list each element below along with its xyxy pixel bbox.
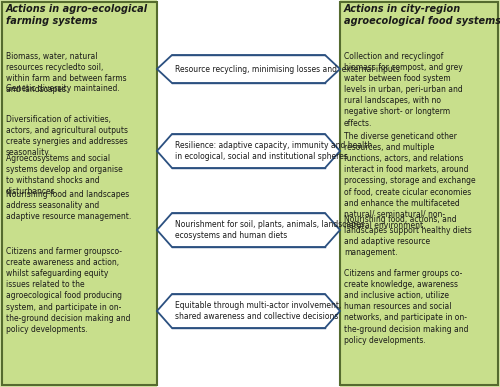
Bar	[340, 2, 498, 385]
Text: Nourishment for soil, plants, animals, landscapes,
ecosystems and human diets: Nourishment for soil, plants, animals, l…	[175, 220, 367, 240]
Text: Citizens and farmer groupsco-
create awareness and action,
whilst safeguarding e: Citizens and farmer groupsco- create awa…	[6, 247, 130, 334]
Polygon shape	[157, 55, 340, 83]
Text: Collection and recyclingof
biomass for compost, and grey
water between food syst: Collection and recyclingof biomass for c…	[344, 52, 463, 128]
Bar	[2, 2, 157, 385]
Text: Nourishing food and landscapes
address seasonality and
adaptive resource managem: Nourishing food and landscapes address s…	[6, 190, 131, 221]
Text: Agroecosystems and social
systems develop and organise
to withstand shocks and
d: Agroecosystems and social systems develo…	[6, 154, 123, 196]
Text: The diverse geneticand other
resources, and multiple
functions, actors, and rela: The diverse geneticand other resources, …	[344, 132, 476, 230]
Text: Resilience: adaptive capacity, immunity and health
in ecological, social and ins: Resilience: adaptive capacity, immunity …	[175, 141, 372, 161]
Polygon shape	[157, 134, 340, 168]
Polygon shape	[157, 213, 340, 247]
Text: Genetic diversity maintained.: Genetic diversity maintained.	[6, 84, 120, 93]
Text: Nourishing food, actions, and
landscapes support healthy diets
and adaptive reso: Nourishing food, actions, and landscapes…	[344, 215, 472, 257]
Bar	[157, 0, 340, 387]
Text: Equitable through multi-actor involvement,
shared awareness and collective decis: Equitable through multi-actor involvemen…	[175, 301, 342, 321]
Text: Actions in agro-ecological
farming systems: Actions in agro-ecological farming syste…	[6, 4, 148, 26]
Text: Biomass, water, natural
resources recycledto soil,
within farm and between farms: Biomass, water, natural resources recycl…	[6, 52, 126, 94]
Polygon shape	[157, 294, 340, 328]
Text: Resource recycling, minimising losses and  external inputs: Resource recycling, minimising losses an…	[175, 65, 400, 74]
Text: Citizens and farmer groups co-
create knowledge, awareness
and inclusive action,: Citizens and farmer groups co- create kn…	[344, 269, 469, 344]
Text: Actions in city-region
agroecological food systems: Actions in city-region agroecological fo…	[344, 4, 500, 26]
Text: Diversification of activities,
actors, and agricultural outputs
create synergies: Diversification of activities, actors, a…	[6, 115, 128, 157]
